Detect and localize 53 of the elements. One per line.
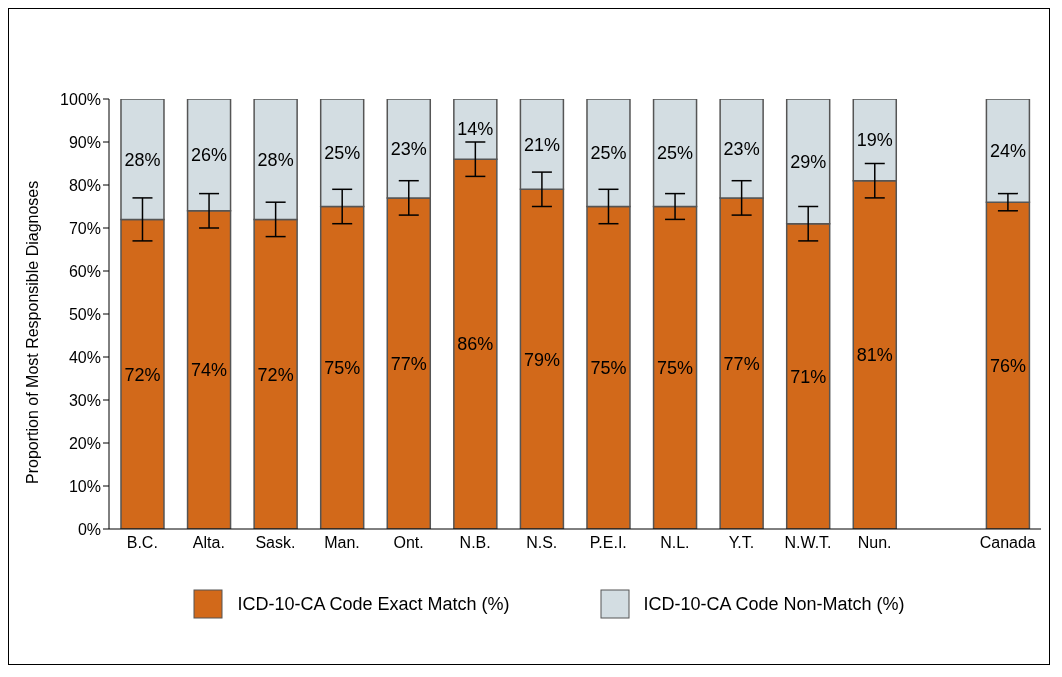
y-tick-label: 80% <box>68 176 101 194</box>
y-tick-label: 10% <box>68 477 101 495</box>
legend-label: ICD-10-CA Code Exact Match (%) <box>237 593 510 615</box>
x-tick-label: Nun. <box>857 534 892 552</box>
data-label: 77% <box>723 353 760 374</box>
legend-label: ICD-10-CA Code Non-Match (%) <box>643 593 905 615</box>
data-label: 72% <box>257 364 294 385</box>
data-label: 72% <box>124 364 161 385</box>
data-label: 75% <box>590 358 627 379</box>
data-label: 77% <box>390 353 427 374</box>
data-label: 19% <box>856 130 893 151</box>
data-label: 86% <box>457 334 494 355</box>
data-label: 71% <box>790 366 827 387</box>
data-label: 28% <box>257 149 294 170</box>
data-label: 24% <box>989 140 1026 161</box>
data-label: 25% <box>324 143 361 164</box>
x-tick-label: N.B. <box>459 534 491 552</box>
data-label: 29% <box>790 151 827 172</box>
y-tick-label: 50% <box>68 305 101 323</box>
y-tick-label: 70% <box>68 219 101 237</box>
data-label: 81% <box>856 345 893 366</box>
x-tick-label: Man. <box>324 534 360 552</box>
y-tick-label: 0% <box>77 520 101 538</box>
data-label: 75% <box>657 358 694 379</box>
data-label: 25% <box>590 143 627 164</box>
y-tick-label: 90% <box>68 133 101 151</box>
x-tick-label: Y.T. <box>728 534 755 552</box>
y-axis-title: Proportion of Most Responsible Diagnoses <box>23 180 41 484</box>
x-tick-label: N.L. <box>660 534 690 552</box>
data-label: 76% <box>989 355 1026 376</box>
data-label: 28% <box>124 149 161 170</box>
data-label: 25% <box>657 143 694 164</box>
x-tick-label: B.C. <box>126 534 158 552</box>
x-tick-label: N.W.T. <box>784 534 832 552</box>
x-tick-label: P.E.I. <box>589 534 627 552</box>
y-tick-label: 60% <box>68 262 101 280</box>
x-tick-label: Canada <box>979 534 1036 552</box>
data-label: 75% <box>324 358 361 379</box>
data-label: 79% <box>523 349 560 370</box>
y-tick-label: 100% <box>60 90 101 108</box>
data-label: 21% <box>523 134 560 155</box>
y-tick-label: 30% <box>68 391 101 409</box>
data-label: 23% <box>723 138 760 159</box>
y-tick-label: 40% <box>68 348 101 366</box>
data-label: 74% <box>191 360 228 381</box>
data-label: 26% <box>191 145 228 166</box>
x-tick-label: Alta. <box>192 534 225 552</box>
x-tick-label: Sask. <box>255 534 296 552</box>
data-label: 23% <box>390 138 427 159</box>
y-tick-label: 20% <box>68 434 101 452</box>
data-label: 14% <box>457 119 494 140</box>
x-tick-label: Ont. <box>393 534 424 552</box>
x-tick-label: N.S. <box>526 534 558 552</box>
